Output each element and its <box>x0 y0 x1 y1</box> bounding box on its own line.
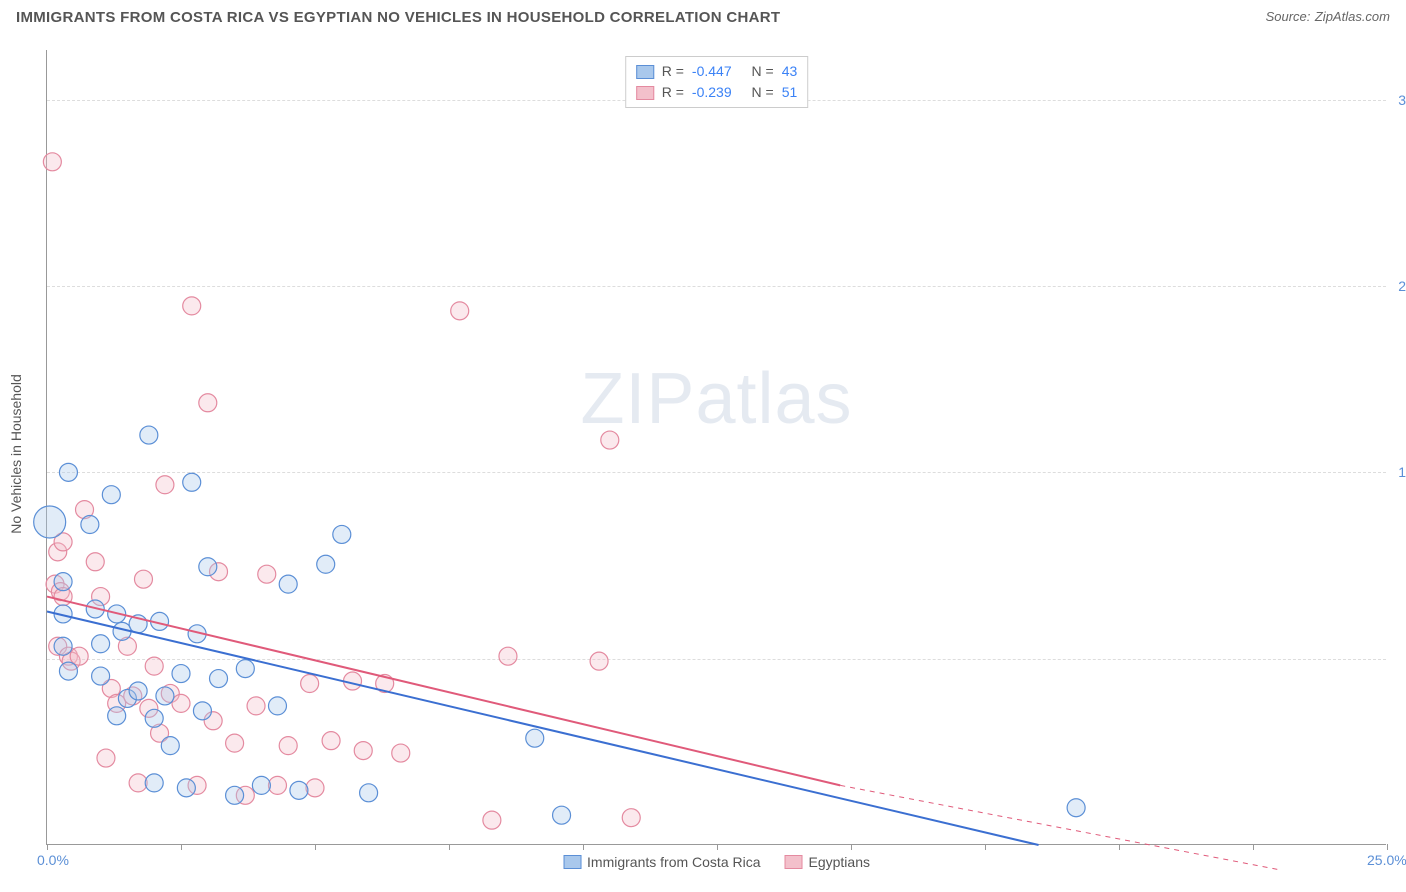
chart-title: IMMIGRANTS FROM COSTA RICA VS EGYPTIAN N… <box>16 9 780 26</box>
data-point-costa_rica <box>92 667 110 685</box>
y-tick-label: 15.0% <box>1398 464 1406 480</box>
data-point-egyptian <box>306 779 324 797</box>
series-legend: Immigrants from Costa Rica Egyptians <box>563 854 870 870</box>
data-point-egyptian <box>156 476 174 494</box>
data-point-costa_rica <box>290 781 308 799</box>
data-point-costa_rica <box>1067 799 1085 817</box>
source: Source: ZipAtlas.com <box>1266 8 1390 26</box>
data-point-costa_rica <box>54 573 72 591</box>
data-point-egyptian <box>392 744 410 762</box>
x-tick <box>851 844 852 850</box>
data-point-egyptian <box>301 675 319 693</box>
data-point-costa_rica <box>199 558 217 576</box>
x-tick <box>1119 844 1120 850</box>
data-point-egyptian <box>43 153 61 171</box>
data-point-costa_rica <box>81 516 99 534</box>
data-point-egyptian <box>279 737 297 755</box>
source-label: Source: <box>1266 9 1311 24</box>
data-point-costa_rica <box>177 779 195 797</box>
data-point-egyptian <box>183 297 201 315</box>
x-tick <box>1253 844 1254 850</box>
y-axis-title: No Vehicles in Household <box>8 374 24 534</box>
x-tick <box>47 844 48 850</box>
data-point-costa_rica <box>129 682 147 700</box>
x-tick-origin: 0.0% <box>37 852 69 868</box>
data-point-costa_rica <box>108 707 126 725</box>
data-point-costa_rica <box>183 473 201 491</box>
chart-plot-area: ZIPatlas 7.5%15.0%22.5%30.0% R = -0.447 … <box>46 50 1386 845</box>
stats-row-egyptian: R = -0.239 N = 51 <box>636 82 798 103</box>
x-tick <box>985 844 986 850</box>
trend-line-ext-egyptian <box>840 785 1280 869</box>
stats-legend: R = -0.447 N = 43 R = -0.239 N = 51 <box>625 56 809 108</box>
data-point-egyptian <box>590 652 608 670</box>
legend-item-egyptian: Egyptians <box>785 854 870 870</box>
data-point-costa_rica <box>360 784 378 802</box>
data-point-costa_rica <box>59 662 77 680</box>
data-point-egyptian <box>134 570 152 588</box>
data-point-costa_rica <box>226 786 244 804</box>
data-point-egyptian <box>258 565 276 583</box>
data-point-egyptian <box>226 734 244 752</box>
data-point-costa_rica <box>526 729 544 747</box>
swatch-egyptian-icon <box>785 855 803 869</box>
x-tick <box>181 844 182 850</box>
data-point-costa_rica <box>140 426 158 444</box>
data-point-egyptian <box>622 809 640 827</box>
data-point-egyptian <box>199 394 217 412</box>
data-point-costa_rica <box>59 463 77 481</box>
data-point-costa_rica <box>145 709 163 727</box>
data-point-costa_rica <box>236 660 254 678</box>
data-point-costa_rica <box>161 737 179 755</box>
data-point-egyptian <box>145 657 163 675</box>
data-point-egyptian <box>354 742 372 760</box>
x-tick-max: 25.0% <box>1367 852 1406 868</box>
data-point-costa_rica <box>54 637 72 655</box>
data-point-costa_rica <box>333 525 351 543</box>
swatch-costa-rica <box>636 65 654 79</box>
data-point-costa_rica <box>317 555 335 573</box>
x-tick <box>717 844 718 850</box>
data-point-egyptian <box>70 647 88 665</box>
swatch-costa-rica-icon <box>563 855 581 869</box>
trend-line-costa_rica <box>47 611 1039 845</box>
data-point-costa_rica <box>268 697 286 715</box>
data-point-egyptian <box>322 732 340 750</box>
data-point-costa_rica <box>102 486 120 504</box>
x-tick <box>583 844 584 850</box>
data-point-costa_rica <box>34 506 66 538</box>
data-point-costa_rica <box>210 670 228 688</box>
data-point-costa_rica <box>279 575 297 593</box>
data-point-egyptian <box>451 302 469 320</box>
data-point-egyptian <box>129 774 147 792</box>
data-point-costa_rica <box>156 687 174 705</box>
data-point-egyptian <box>268 776 286 794</box>
data-point-egyptian <box>97 749 115 767</box>
data-point-costa_rica <box>172 665 190 683</box>
data-point-egyptian <box>483 811 501 829</box>
legend-item-costa-rica: Immigrants from Costa Rica <box>563 854 760 870</box>
x-tick <box>449 844 450 850</box>
data-point-costa_rica <box>193 702 211 720</box>
data-point-egyptian <box>172 694 190 712</box>
data-point-costa_rica <box>92 635 110 653</box>
scatter-svg <box>47 50 1386 844</box>
data-point-egyptian <box>86 553 104 571</box>
x-tick <box>315 844 316 850</box>
source-name: ZipAtlas.com <box>1315 9 1390 24</box>
data-point-egyptian <box>499 647 517 665</box>
y-tick-label: 30.0% <box>1398 92 1406 108</box>
data-point-costa_rica <box>553 806 571 824</box>
data-point-costa_rica <box>145 774 163 792</box>
data-point-egyptian <box>601 431 619 449</box>
x-tick <box>1387 844 1388 850</box>
data-point-egyptian <box>247 697 265 715</box>
y-tick-label: 22.5% <box>1398 278 1406 294</box>
stats-row-costa-rica: R = -0.447 N = 43 <box>636 61 798 82</box>
data-point-costa_rica <box>252 776 270 794</box>
swatch-egyptian <box>636 86 654 100</box>
